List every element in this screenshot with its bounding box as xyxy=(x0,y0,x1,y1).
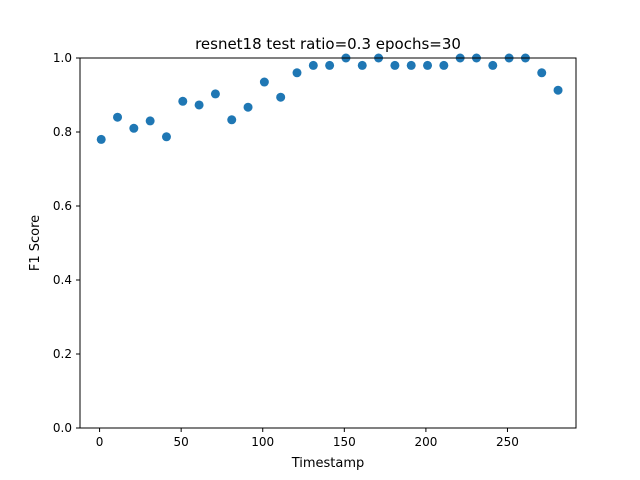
x-axis-label: Timestamp xyxy=(291,456,365,471)
data-point xyxy=(194,100,204,110)
data-point xyxy=(96,134,106,144)
data-point xyxy=(210,89,220,99)
data-point xyxy=(406,60,416,70)
x-tick-label: 200 xyxy=(414,435,437,449)
data-points xyxy=(96,53,563,144)
data-point xyxy=(488,60,498,70)
data-point xyxy=(390,60,400,70)
y-axis-label: F1 Score xyxy=(28,215,43,271)
data-point xyxy=(259,77,269,87)
data-point xyxy=(178,96,188,106)
y-tick-label: 0.2 xyxy=(53,347,72,361)
data-point xyxy=(243,102,253,112)
data-point xyxy=(537,68,547,78)
data-point xyxy=(292,68,302,78)
data-point xyxy=(423,60,433,70)
data-point xyxy=(308,60,318,70)
data-point xyxy=(113,112,123,122)
data-point xyxy=(553,85,563,95)
data-point xyxy=(227,115,237,125)
x-tick-label: 50 xyxy=(174,435,189,449)
data-point xyxy=(276,92,286,102)
y-tick-label: 0.4 xyxy=(53,273,72,287)
y-tick-label: 1.0 xyxy=(53,51,72,65)
data-point xyxy=(439,60,449,70)
x-tick-label: 0 xyxy=(96,435,104,449)
data-point xyxy=(161,132,171,142)
x-tick-label: 100 xyxy=(251,435,274,449)
y-tick-label: 0.6 xyxy=(53,199,72,213)
x-tick-label: 250 xyxy=(496,435,519,449)
chart-title: resnet18 test ratio=0.3 epochs=30 xyxy=(195,35,461,53)
data-point xyxy=(357,60,367,70)
data-point xyxy=(325,60,335,70)
x-tick-label: 150 xyxy=(333,435,356,449)
plot-area-frame xyxy=(79,57,577,429)
x-axis-ticks: 0 50 100 150 200 250 xyxy=(96,428,519,449)
y-tick-label: 0.0 xyxy=(53,421,72,435)
data-point xyxy=(129,123,139,133)
y-axis-ticks: 0.0 0.2 0.4 0.6 0.8 1.0 xyxy=(53,51,80,435)
y-tick-label: 0.8 xyxy=(53,125,72,139)
data-point xyxy=(145,116,155,126)
